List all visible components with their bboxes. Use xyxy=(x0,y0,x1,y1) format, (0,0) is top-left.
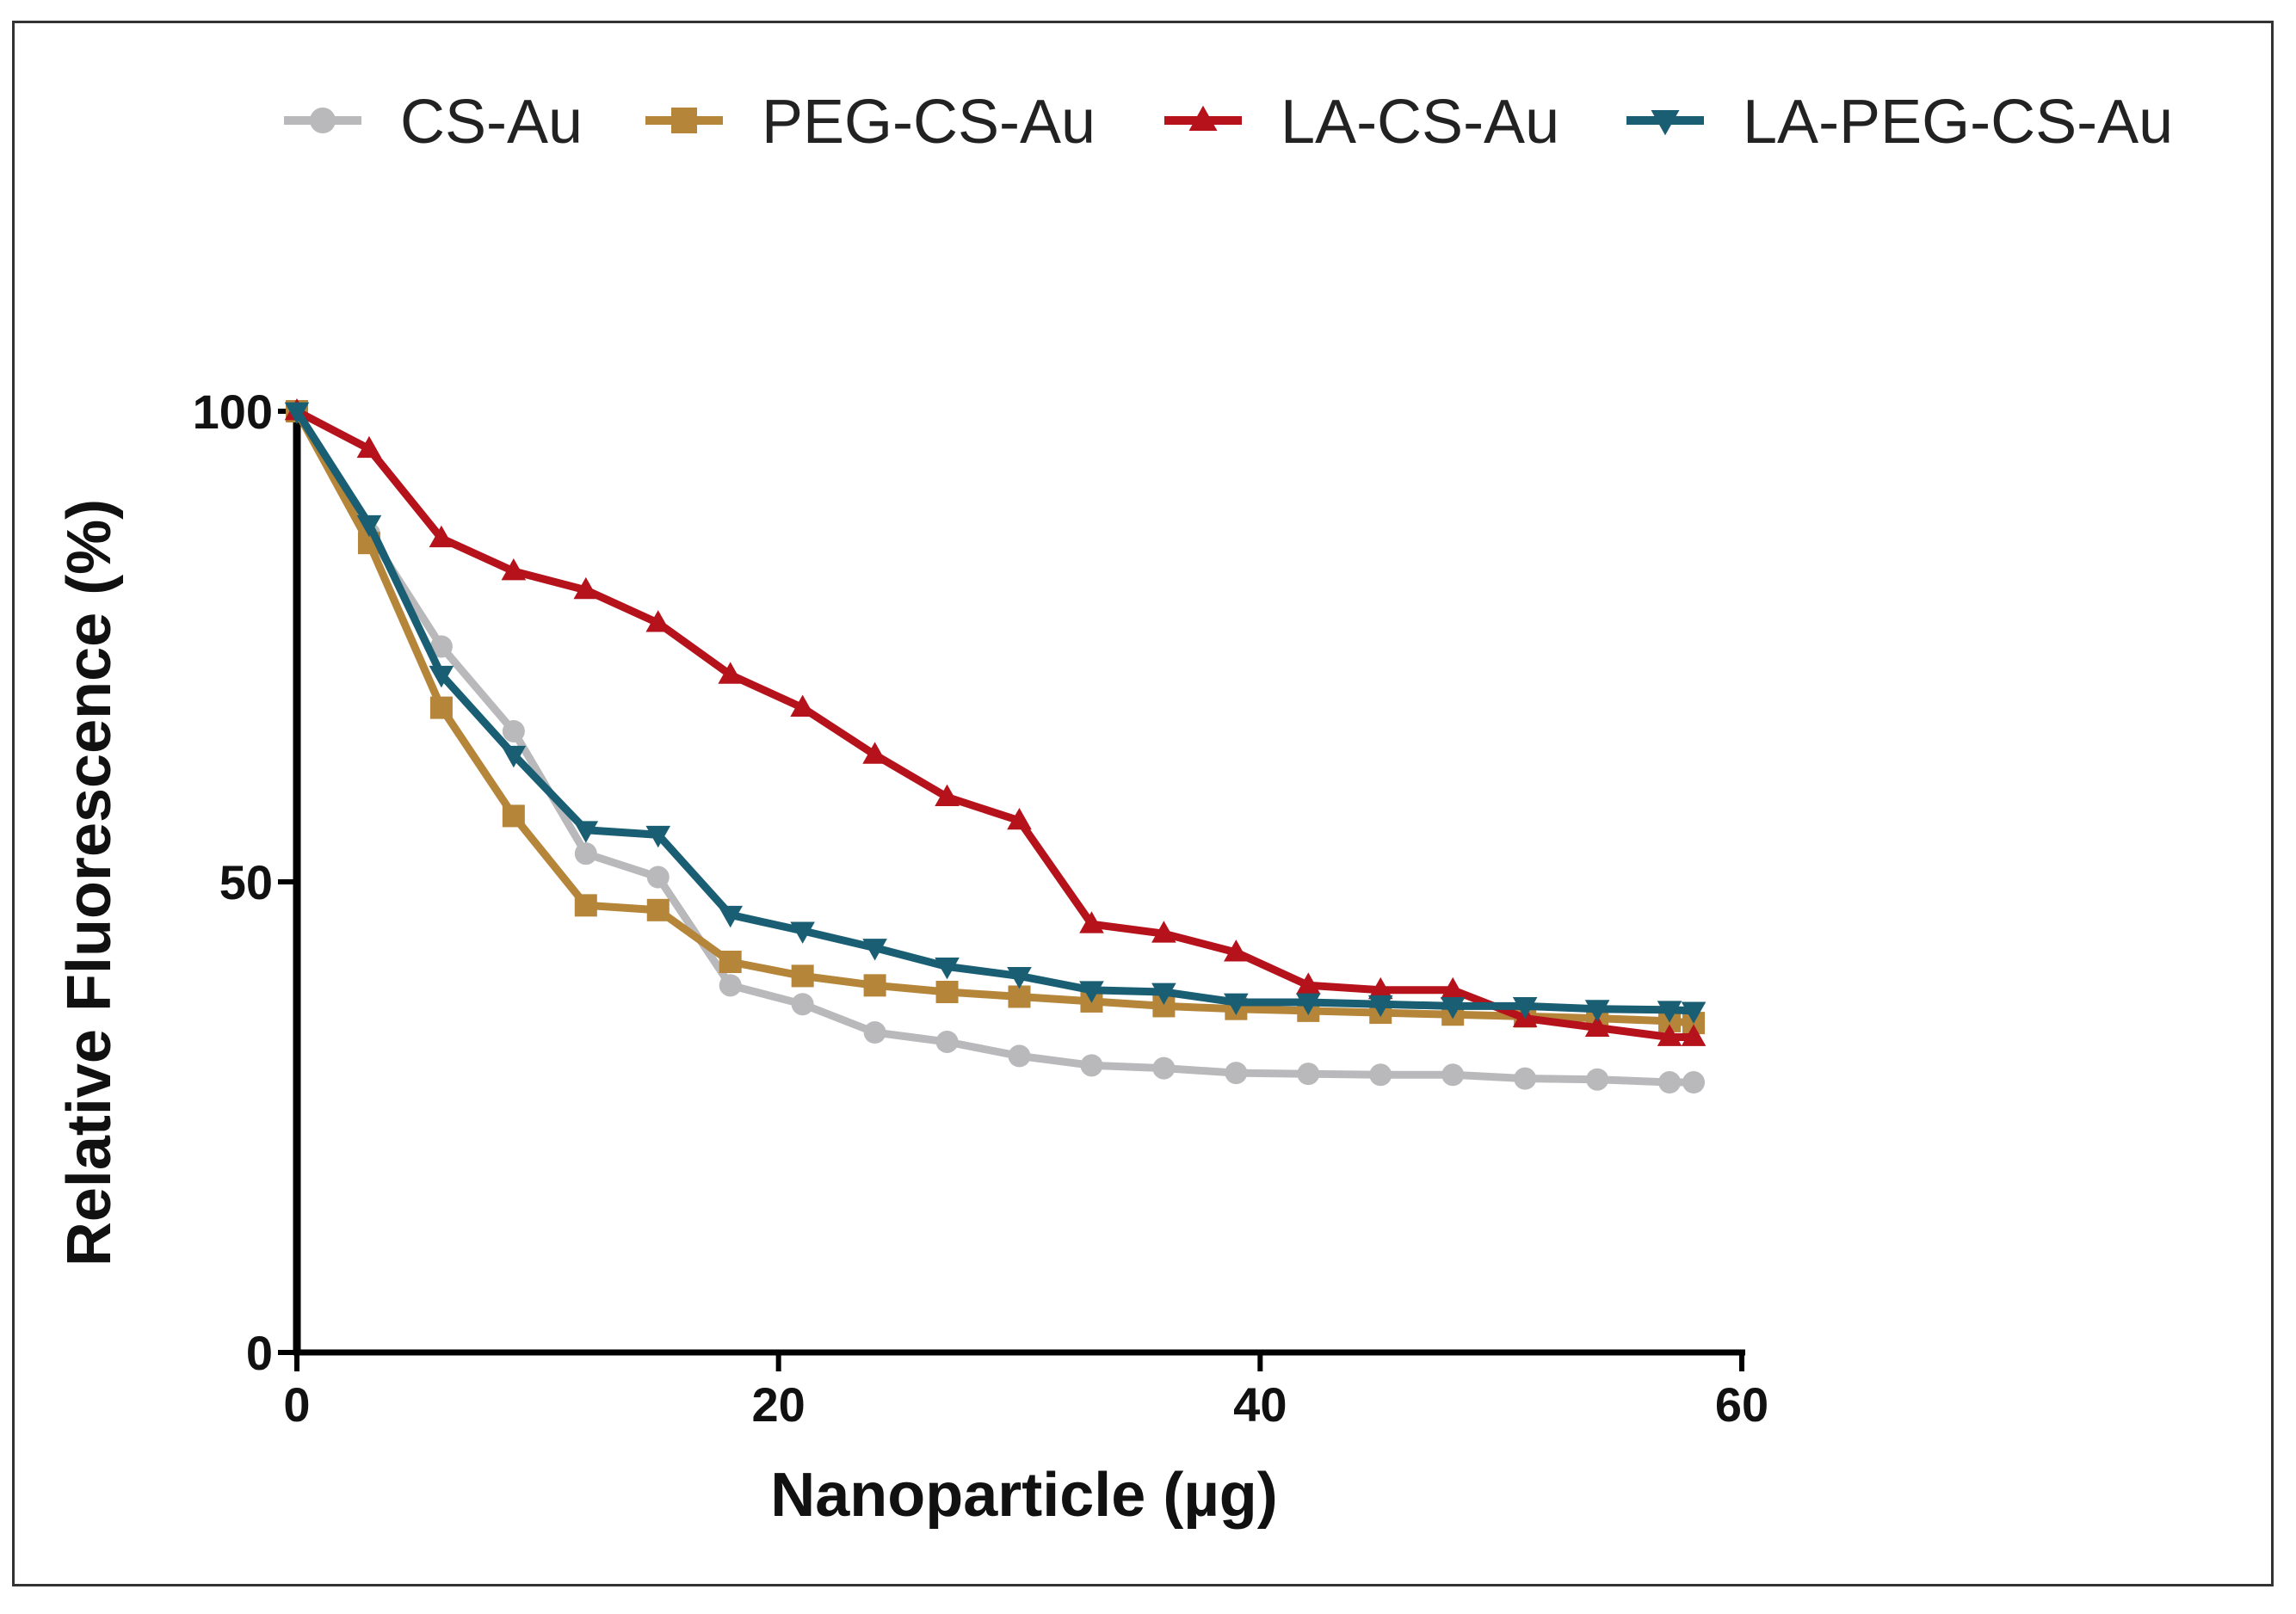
data-point xyxy=(719,974,742,997)
data-point xyxy=(1681,1024,1707,1046)
data-point xyxy=(790,921,815,944)
data-point xyxy=(502,804,525,828)
legend: CS-Au PEG-CS-Au LA-CS-Au LA-PEG-CS-Au xyxy=(284,88,2173,157)
series-group xyxy=(284,398,1707,1094)
data-point xyxy=(645,825,671,848)
data-point xyxy=(356,514,382,538)
ticks: 0 50 100 0 20 40 60 xyxy=(193,385,1769,1432)
data-point xyxy=(935,784,960,806)
data-point xyxy=(1584,1014,1610,1037)
legend-item: LA-PEG-CS-Au xyxy=(1626,88,2173,157)
data-point xyxy=(790,694,815,718)
data-point xyxy=(429,635,453,658)
data-point xyxy=(1657,1001,1682,1023)
legend-swatch-marker xyxy=(1651,110,1680,136)
x-tick-label: 40 xyxy=(1233,1377,1287,1432)
data-point xyxy=(863,1021,886,1044)
y-tick-label: 100 xyxy=(193,385,273,439)
data-point xyxy=(1514,1067,1537,1090)
data-point xyxy=(501,745,527,768)
data-point xyxy=(1296,972,1321,995)
series-la-peg-cs-au xyxy=(284,402,1707,1024)
data-point xyxy=(1007,807,1032,830)
x-tick-label: 60 xyxy=(1715,1377,1768,1432)
data-point xyxy=(862,742,887,764)
data-point xyxy=(1367,976,1393,1000)
y-tick-label: 0 xyxy=(246,1326,273,1380)
data-point xyxy=(574,894,597,917)
data-point xyxy=(356,435,382,459)
series-line xyxy=(293,409,1694,1015)
data-point xyxy=(1079,911,1104,933)
legend-label: LA-CS-Au xyxy=(1281,88,1559,157)
data-point xyxy=(1224,993,1249,1015)
data-point xyxy=(574,842,597,866)
data-point xyxy=(1682,1071,1706,1094)
y-tick-label: 50 xyxy=(219,855,273,909)
data-point xyxy=(1369,1063,1392,1087)
legend-item: LA-CS-Au xyxy=(1164,88,1559,157)
data-point xyxy=(1658,1071,1682,1094)
data-point xyxy=(429,696,453,719)
data-point xyxy=(1440,976,1466,1000)
y-axis-title: Relative Fluorescence (%) xyxy=(55,499,124,1266)
data-point xyxy=(1007,967,1032,989)
data-point xyxy=(1440,997,1466,1020)
axes xyxy=(293,411,1745,1356)
data-point xyxy=(1512,997,1538,1020)
data-point xyxy=(429,665,454,688)
data-point xyxy=(501,558,527,581)
data-point xyxy=(1151,921,1176,943)
legend-label: CS-Au xyxy=(400,88,583,157)
legend-swatch-marker xyxy=(671,108,697,133)
data-point xyxy=(1586,1068,1609,1091)
x-tick-label: 0 xyxy=(283,1377,310,1432)
data-point xyxy=(935,1030,959,1053)
data-point xyxy=(1584,1000,1610,1022)
data-point xyxy=(646,898,670,921)
data-point xyxy=(718,662,743,684)
x-tick-label: 20 xyxy=(752,1377,805,1432)
figure-frame xyxy=(12,21,2274,1586)
legend-item: CS-Au xyxy=(284,88,583,157)
data-point xyxy=(429,525,454,548)
data-point xyxy=(1681,1001,1707,1024)
data-point xyxy=(1008,985,1031,1008)
data-point xyxy=(502,719,525,742)
data-point xyxy=(719,950,742,973)
data-point xyxy=(1225,1062,1248,1085)
data-point xyxy=(1297,1063,1320,1086)
data-point xyxy=(1296,993,1321,1015)
data-point xyxy=(791,964,814,988)
data-point xyxy=(1008,1044,1031,1068)
data-point xyxy=(935,980,959,1003)
series-la-cs-au xyxy=(284,398,1707,1046)
data-point xyxy=(1151,983,1176,1005)
data-point xyxy=(1367,995,1393,1018)
legend-swatch-marker xyxy=(1188,105,1218,131)
data-point xyxy=(1657,1024,1682,1046)
data-point xyxy=(1080,1054,1103,1077)
data-point xyxy=(1441,1063,1465,1087)
data-point xyxy=(935,958,960,980)
data-point xyxy=(645,610,671,632)
legend-label: LA-PEG-CS-Au xyxy=(1743,88,2173,157)
data-point xyxy=(646,866,670,889)
data-point xyxy=(573,821,599,843)
legend-item: PEG-CS-Au xyxy=(645,88,1096,157)
data-point xyxy=(863,974,886,997)
data-point xyxy=(1152,1056,1176,1080)
data-point xyxy=(1079,981,1104,1003)
data-point xyxy=(791,993,814,1016)
data-point xyxy=(1224,939,1249,962)
series-cs-au xyxy=(286,400,1706,1094)
x-axis-title: Nanoparticle (µg) xyxy=(770,1461,1278,1530)
data-point xyxy=(718,905,743,928)
data-point xyxy=(284,402,310,424)
data-point xyxy=(862,939,887,961)
data-point xyxy=(573,576,599,600)
legend-swatch-marker xyxy=(310,108,336,133)
legend-label: PEG-CS-Au xyxy=(762,88,1096,157)
